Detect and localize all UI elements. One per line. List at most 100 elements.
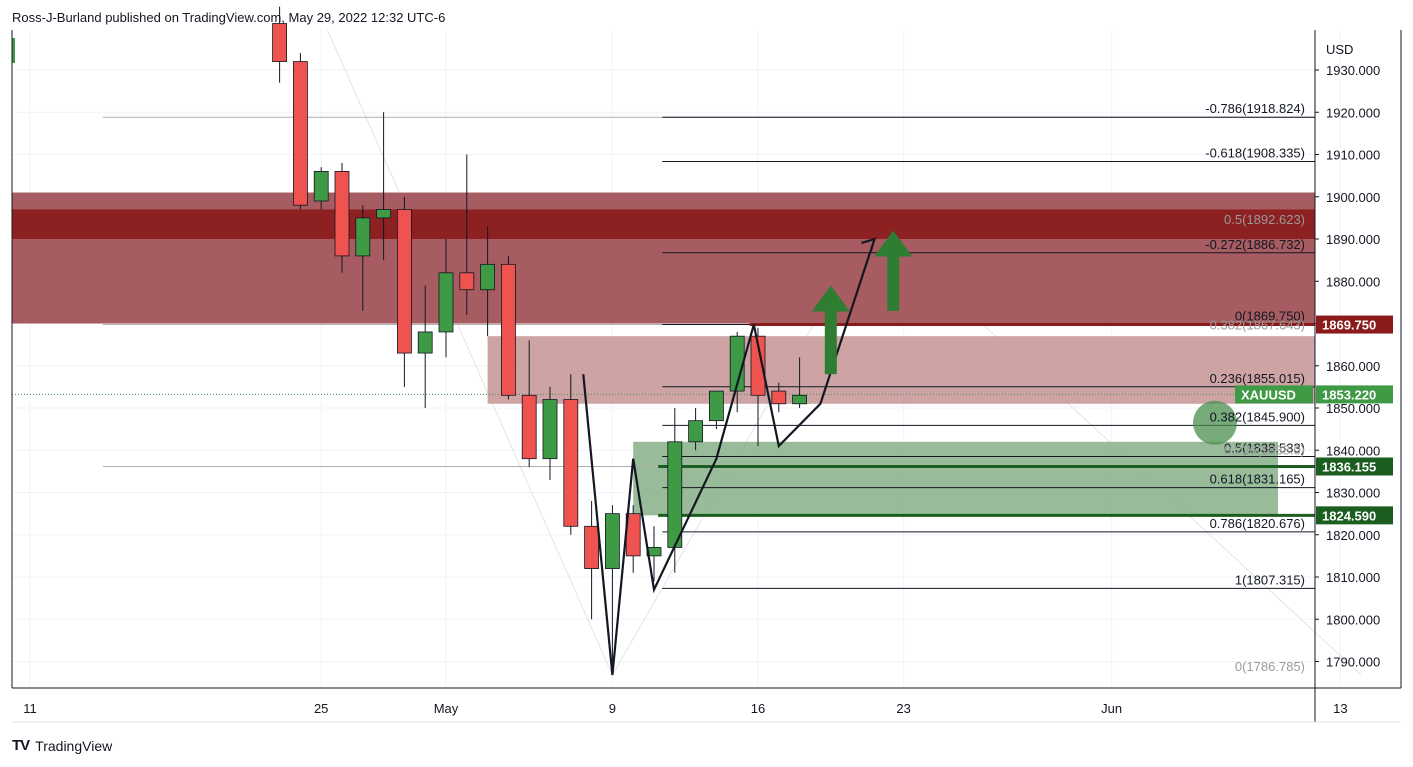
candle-body (521, 394, 537, 460)
fib-label: -0.618(1908.335) (1205, 146, 1305, 161)
candle-layer (12, 6, 807, 675)
candle (792, 357, 807, 408)
fib-label: 0.236(1855.015) (1210, 371, 1305, 386)
zigzag-arrowhead (861, 237, 877, 253)
candle (480, 226, 496, 337)
x-tick-label: 13 (1333, 701, 1347, 716)
candle (667, 408, 683, 573)
candle-body (292, 61, 308, 206)
candle-body (500, 263, 516, 396)
up-arrow-head (811, 285, 850, 312)
candle-body (272, 23, 288, 62)
candle (542, 386, 558, 480)
y-tick-label: 1800.000 (1326, 612, 1380, 627)
fib-label: 0(1869.750) (1235, 309, 1305, 324)
candle (417, 285, 433, 408)
publisher-header: Ross-J-Burland published on TradingView.… (12, 10, 446, 25)
price-tag (1316, 457, 1393, 476)
y-tick-label: 1860.000 (1326, 359, 1380, 374)
candle (459, 154, 475, 316)
x-tick-label: 25 (314, 701, 328, 716)
y-tick-label: 1900.000 (1326, 190, 1380, 205)
candle (438, 239, 454, 358)
arrow-layer (811, 230, 913, 375)
candle-partial (12, 38, 15, 63)
fib-label: 0.382(1845.900) (1210, 409, 1305, 424)
candle (334, 162, 350, 273)
fib-label: 1(1807.315) (1235, 572, 1305, 587)
price-tag (1316, 315, 1393, 334)
candle-body (667, 441, 683, 548)
candle-body (376, 209, 392, 219)
fib-label: 0.5(1838.533) (1224, 440, 1305, 455)
fib-label-faded: 0.382(1867.643) (1210, 317, 1305, 332)
y-tick-label: 1830.000 (1326, 486, 1380, 501)
zigzag-layer (582, 237, 877, 676)
up-arrow-head (874, 230, 913, 257)
candle (521, 340, 537, 468)
y-tick-label: 1920.000 (1326, 105, 1380, 120)
candle-body (542, 399, 558, 460)
y-tick-label: 1810.000 (1326, 570, 1380, 585)
zigzag-path (582, 251, 872, 676)
candle (771, 382, 787, 413)
candle-body (438, 272, 454, 333)
candle-body (334, 170, 350, 257)
y-tick-label: 1840.000 (1326, 443, 1380, 458)
demand-zone (633, 441, 1278, 516)
y-tick-label: 1880.000 (1326, 274, 1380, 289)
candle-body (729, 335, 745, 392)
candle (563, 374, 579, 535)
symbol-tag (1235, 385, 1313, 404)
x-tick-label: 9 (609, 701, 616, 716)
fib-label-faded: 0.5(1892.623) (1224, 212, 1305, 227)
candle-body (584, 525, 599, 569)
supply-zone (487, 336, 1316, 404)
y-tick-label: 1820.000 (1326, 528, 1380, 543)
candle (750, 327, 766, 447)
candle (272, 6, 288, 83)
candle (625, 505, 641, 573)
candle (605, 505, 620, 675)
candle (396, 196, 412, 387)
candle-body (480, 263, 496, 291)
x-tick-label: 16 (751, 701, 765, 716)
price-tag-text: 1836.155 (1322, 459, 1376, 474)
tradingview-footer[interactable]: TV TradingView (12, 737, 112, 754)
symbol-tag-text: XAUUSD (1241, 387, 1296, 402)
candle (688, 408, 703, 451)
candle-body (709, 390, 724, 422)
candle (376, 112, 392, 261)
zone-layer (12, 192, 1316, 516)
candle (729, 331, 745, 413)
candle (313, 167, 329, 210)
y-tick-label: 1910.000 (1326, 148, 1380, 163)
candle-body (355, 217, 371, 257)
label-layer: -0.786(1918.824) -0.618(1908.335) -0.272(1… (1193, 101, 1393, 674)
y-tick-label: 1930.000 (1326, 63, 1380, 78)
x-tick-label: 11 (23, 701, 37, 716)
candle-body (605, 513, 620, 569)
fib-lines (12, 116, 1315, 589)
last-price-tag-text: 1853.220 (1322, 387, 1376, 402)
highlight-circle-marker (1193, 400, 1237, 445)
y-tick-label: 1890.000 (1326, 232, 1380, 247)
tradingview-brand: TradingView (35, 737, 113, 754)
price-tag-text: 1824.590 (1322, 508, 1376, 523)
candle (584, 500, 599, 620)
candle-body (396, 209, 412, 354)
candle-body (792, 394, 807, 405)
tradingview-logo-icon: TV (12, 737, 30, 754)
candle (292, 53, 308, 210)
up-arrow-shaft (887, 254, 900, 311)
fib-label: 0.618(1831.165) (1210, 472, 1305, 487)
candle (500, 255, 516, 400)
x-tick-label: 23 (896, 701, 910, 716)
fib-label-faded: 0.236(1838.0) (1224, 443, 1305, 458)
x-tick-label: Jun (1101, 701, 1122, 716)
candle-body (313, 170, 329, 202)
resistance-zone-dark (12, 209, 1315, 239)
x-tick-label: May (434, 701, 459, 716)
y-tick-label: 1850.000 (1326, 401, 1380, 416)
